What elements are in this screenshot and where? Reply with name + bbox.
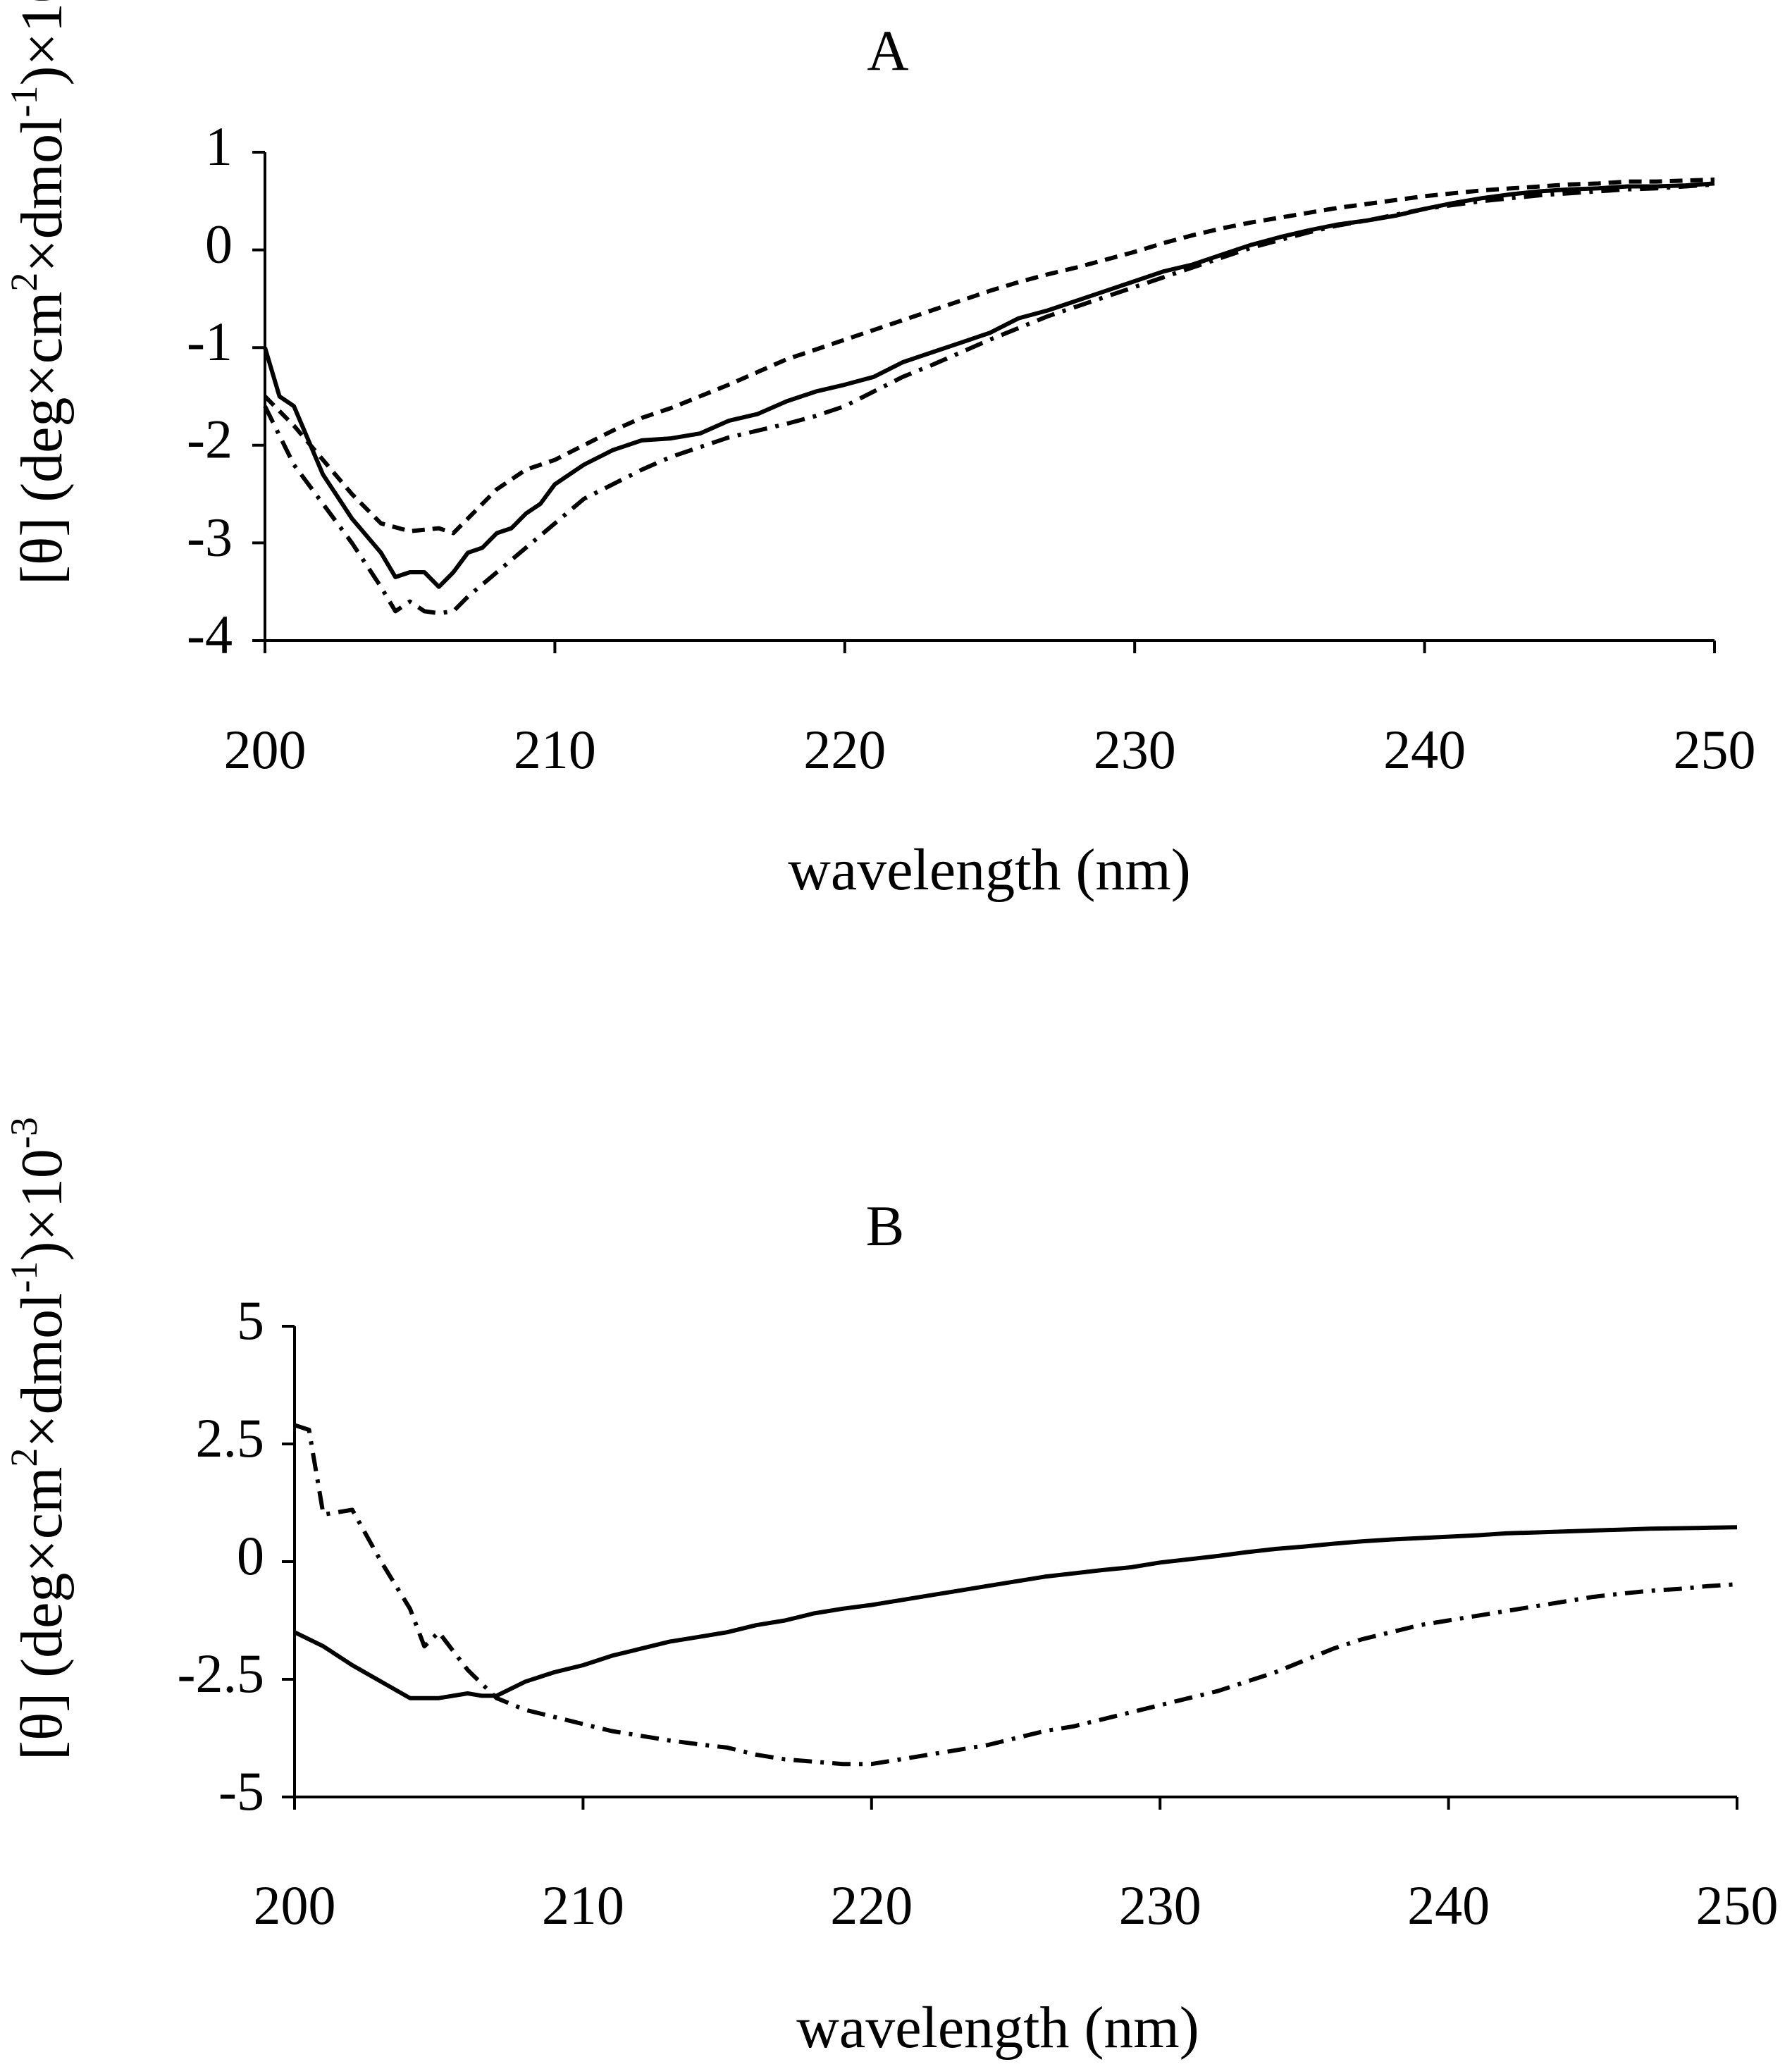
x-tick-label-a: 220 xyxy=(803,719,886,780)
y-axis-title-a: [θ] (deg×cm2×dmol-1)×10-3 xyxy=(3,0,75,585)
x-tick-label-b: 230 xyxy=(1119,1875,1201,1936)
chart-title-a: A xyxy=(867,18,908,82)
chart-title-b: B xyxy=(866,1194,905,1258)
x-axis-title-a: wavelength (nm) xyxy=(788,837,1190,903)
y-tick-label-a: -2 xyxy=(187,409,233,470)
y-tick-label-a: -1 xyxy=(187,311,233,372)
x-tick-label-b: 250 xyxy=(1696,1875,1779,1936)
x-tick-label-b: 210 xyxy=(542,1875,624,1936)
x-tick-label-a: 200 xyxy=(224,719,307,780)
panel-b: B 5 2.5 0 -2.5 -5 200 210 220 230 240 250 wavelength… xyxy=(3,1117,1778,2061)
x-tick-label-b: 200 xyxy=(254,1875,336,1936)
y-tick-label-a: 0 xyxy=(205,214,233,275)
x-tick-label-a: 240 xyxy=(1383,719,1466,780)
series-dash-dot-b xyxy=(294,1423,1738,1767)
x-tick-label-a: 230 xyxy=(1094,719,1176,780)
series-dashed-a xyxy=(263,177,1715,536)
series-dash-dot-a xyxy=(263,182,1715,616)
y-tick-label-b: 2.5 xyxy=(196,1407,265,1469)
y-tick-label-b: 5 xyxy=(237,1290,264,1351)
x-tick-label-a: 210 xyxy=(514,719,596,780)
y-tick-label-b: 0 xyxy=(237,1525,264,1586)
y-tick-label-a: 1 xyxy=(205,116,233,177)
x-tick-label-b: 240 xyxy=(1407,1875,1490,1936)
y-tick-label-a: -4 xyxy=(187,604,233,665)
x-tick-label-b: 220 xyxy=(830,1875,913,1936)
series-solid-b xyxy=(293,1525,1738,1700)
series-solid-a xyxy=(263,181,1715,589)
y-tick-label-a: -3 xyxy=(187,506,233,567)
y-tick-label-b: -5 xyxy=(218,1760,264,1822)
x-tick-label-a: 250 xyxy=(1674,719,1756,780)
y-axis-title-b: [θ] (deg×cm2×dmol-1)×10-3 xyxy=(3,1117,75,1760)
panel-a: A 1 0 -1 -2 -3 -4 200 210 220 230 240 250 wavelength … xyxy=(3,0,1755,903)
x-axis-title-b: wavelength (nm) xyxy=(796,1995,1199,2061)
y-tick-label-b: -2.5 xyxy=(178,1643,264,1704)
